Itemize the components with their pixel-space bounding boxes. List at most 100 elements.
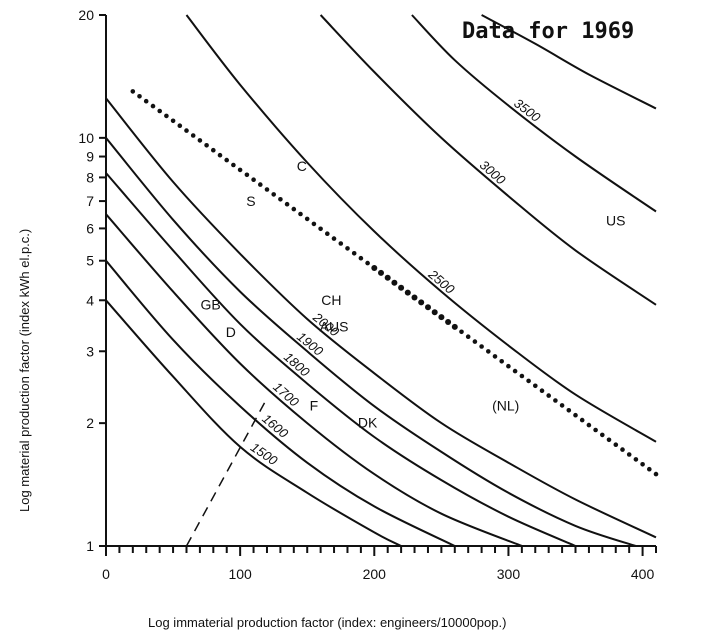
iso-curve-3500 xyxy=(411,14,657,213)
x-tick-label: 0 xyxy=(102,566,110,582)
country-labels: US S C CH AUS GB D F DK (NL) xyxy=(201,158,626,431)
trend-dot xyxy=(278,197,283,202)
trend-dot xyxy=(438,314,445,321)
trend-dot xyxy=(224,157,229,163)
axes xyxy=(99,14,657,556)
trend-dot xyxy=(231,162,236,168)
y-tick-label: 1 xyxy=(86,538,94,554)
trend-dot xyxy=(371,265,378,271)
trend-dot xyxy=(593,427,598,433)
trend-dot xyxy=(318,226,323,232)
iso-curve-1600 xyxy=(106,260,456,546)
trend-dot xyxy=(244,172,250,178)
trend-dot xyxy=(653,471,659,477)
trend-dot xyxy=(499,359,505,364)
dashed-line-segment xyxy=(185,398,268,547)
trend-dot xyxy=(284,201,290,207)
trend-dot xyxy=(365,260,370,266)
trend-dot xyxy=(391,279,398,286)
y-tick-label: 5 xyxy=(86,253,94,269)
trend-dot xyxy=(130,89,136,94)
trend-dot xyxy=(204,143,209,148)
trend-dot xyxy=(190,133,196,138)
iso-curve-1900 xyxy=(106,137,637,546)
trend-dot xyxy=(345,246,350,251)
trend-dot xyxy=(533,383,538,389)
trend-dot xyxy=(459,329,464,335)
trend-dot xyxy=(177,123,183,128)
country-label-gb: GB xyxy=(201,296,221,312)
trend-dot xyxy=(606,437,612,443)
trend-dot xyxy=(378,269,384,276)
country-label-ch: CH xyxy=(321,292,341,308)
trend-dot xyxy=(559,403,565,408)
trend-dot xyxy=(519,373,525,379)
trend-dot xyxy=(197,138,203,143)
trend-dot xyxy=(143,98,149,104)
y-axis-label: Log material production factor (index kW… xyxy=(17,229,32,512)
trend-dot xyxy=(486,349,491,354)
trend-dot xyxy=(157,108,162,114)
y-tick-label: 7 xyxy=(86,193,94,209)
trend-dot xyxy=(291,206,297,212)
tick-labels: 0 100 200 300 400 1 2 3 4 5 6 7 8 9 10 20 xyxy=(78,7,654,582)
country-label-nl: (NL) xyxy=(492,397,519,413)
trend-dot xyxy=(566,408,572,413)
y-tick-label: 20 xyxy=(78,7,94,23)
iso-curve-2000 xyxy=(106,97,657,539)
country-label-dk: DK xyxy=(358,415,378,431)
y-tick-label: 10 xyxy=(78,130,94,146)
trend-dot xyxy=(404,289,411,296)
iso-curve-1700 xyxy=(106,213,523,546)
country-label-d: D xyxy=(226,324,236,340)
trend-dot xyxy=(217,152,223,158)
trend-dot xyxy=(164,113,169,119)
y-tick-label: 9 xyxy=(86,149,94,165)
trend-dot xyxy=(325,231,330,236)
trend-dot xyxy=(553,398,558,403)
trend-dot xyxy=(640,462,645,467)
country-label-aus: AUS xyxy=(320,319,349,335)
country-label-s: S xyxy=(246,193,255,209)
trend-dot xyxy=(586,422,592,428)
trend-dot xyxy=(211,147,216,153)
trend-dot xyxy=(600,432,605,438)
trend-dot xyxy=(338,241,344,246)
trend-dot xyxy=(445,319,452,325)
trend-dot xyxy=(626,452,632,457)
x-tick-label: 300 xyxy=(497,566,521,582)
trend-dot xyxy=(398,284,405,291)
trend-dot xyxy=(237,167,243,173)
trend-dot xyxy=(633,457,639,462)
trend-dot xyxy=(647,466,652,472)
country-label-f: F xyxy=(310,397,319,413)
trend-dot xyxy=(512,368,518,374)
trend-dot xyxy=(251,177,256,182)
x-tick-label: 200 xyxy=(363,566,387,582)
x-axis-label: Log immaterial production factor (index:… xyxy=(148,615,506,630)
trend-dot xyxy=(150,103,156,109)
trend-dot xyxy=(579,417,585,423)
trend-dot xyxy=(271,192,277,197)
trend-dot xyxy=(451,323,458,330)
country-label-us: US xyxy=(606,212,625,228)
iso-curve-outer-9 xyxy=(481,14,657,110)
trend-dot xyxy=(411,294,418,301)
country-label-c: C xyxy=(297,158,307,174)
y-tick-label: 4 xyxy=(86,292,94,308)
trend-dot xyxy=(184,128,189,133)
trend-dot xyxy=(539,388,545,394)
trend-dot xyxy=(465,334,471,340)
trend-dot xyxy=(418,299,425,306)
trend-dot xyxy=(526,378,531,384)
x-tick-label: 400 xyxy=(631,566,655,582)
trend-dot xyxy=(351,251,357,256)
trend-dot xyxy=(492,354,498,359)
iso-curve-2500 xyxy=(185,14,657,443)
y-tick-label: 2 xyxy=(86,415,94,431)
trend-dot xyxy=(170,118,176,124)
trend-dot xyxy=(620,447,625,452)
trend-dot xyxy=(479,344,484,349)
iso-curve-1800 xyxy=(106,172,576,546)
trend-dot xyxy=(613,442,619,448)
